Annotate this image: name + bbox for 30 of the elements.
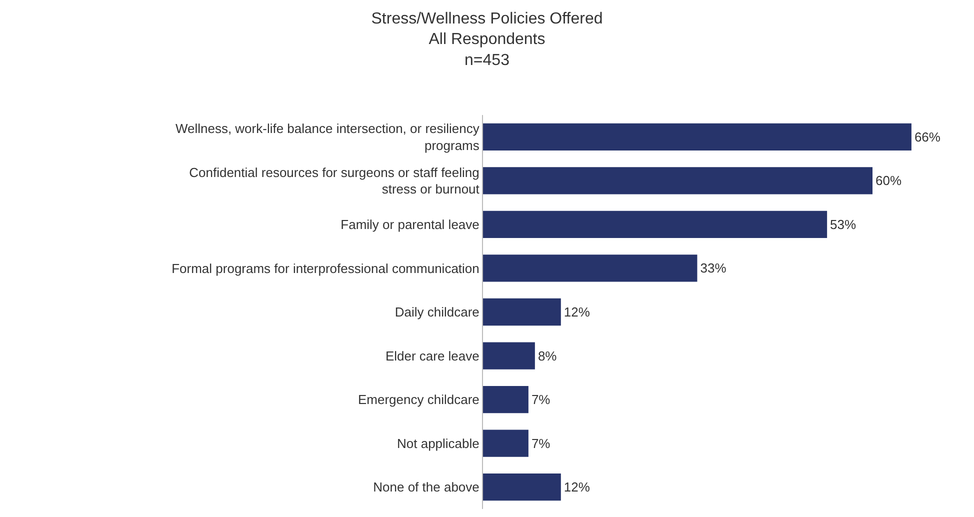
- chart-title: Stress/Wellness Policies Offered: [371, 10, 603, 28]
- y-tick-label: Elder care leave: [385, 348, 480, 364]
- data-label: 12%: [564, 304, 590, 320]
- text: n=453: [464, 52, 510, 69]
- y-tick-label: Family or parental leave: [340, 216, 480, 232]
- data-label: 8%: [538, 348, 558, 364]
- y-tick-label: Confidential resources for surgeons or staff feeling stress or burnout: [189, 164, 480, 197]
- data-label: 7%: [531, 392, 551, 408]
- chart-subtitle: All Respondents: [428, 31, 546, 48]
- y-tick-label: Daily childcare: [394, 304, 480, 320]
- bar: [483, 474, 561, 501]
- bar: [483, 167, 872, 194]
- bar: [483, 342, 535, 370]
- data-label: 53%: [830, 216, 857, 232]
- y-tick-label: None of the above: [373, 480, 480, 495]
- bar: [483, 210, 828, 238]
- y-tick-label: Wellness, work-life balance intersection, or resiliency programs: [175, 120, 480, 153]
- data-label: 60%: [876, 173, 902, 188]
- y-tick-label: Emergency childcare: [358, 392, 480, 408]
- y-tick-label: Formal programs for interprofessional communication: [172, 260, 480, 276]
- data-label: 66%: [914, 129, 941, 144]
- y-tick-label: Not applicable: [397, 436, 480, 451]
- bar: [483, 298, 561, 326]
- bar: [483, 386, 528, 414]
- data-label: 33%: [700, 260, 727, 276]
- bar: [483, 430, 528, 457]
- bar: [483, 254, 698, 282]
- bar: [483, 123, 912, 150]
- data-label: 12%: [564, 480, 590, 495]
- data-label: 7%: [531, 436, 551, 451]
